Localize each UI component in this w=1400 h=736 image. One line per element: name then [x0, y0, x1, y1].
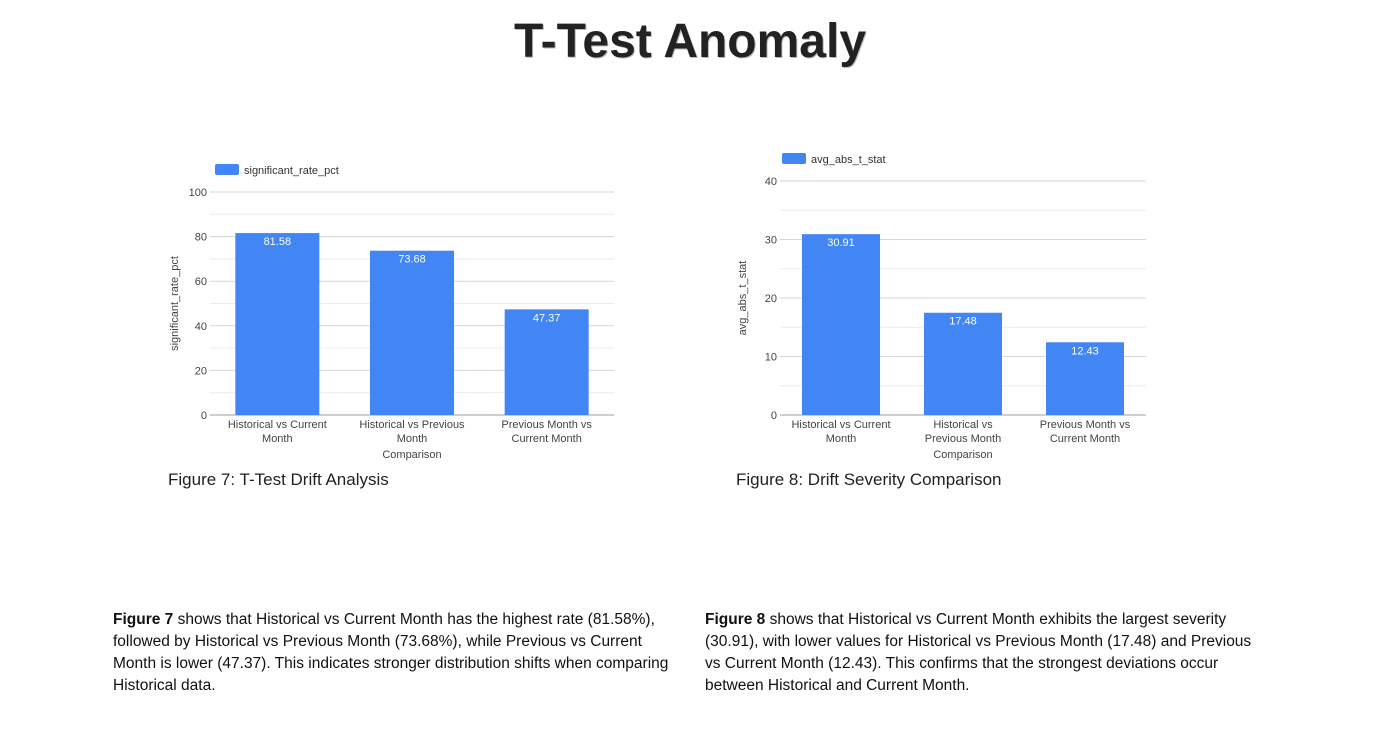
figure-8-ref: Figure 8 — [705, 611, 766, 628]
bar — [924, 312, 1002, 415]
figure-7-description: Figure 7 shows that Historical vs Curren… — [113, 609, 673, 697]
y-tick-label: 40 — [195, 321, 207, 333]
bar — [504, 309, 589, 415]
bar — [370, 250, 454, 415]
figure-7-caption: Figure 7: T-Test Drift Analysis — [168, 470, 389, 489]
legend-label: avg_abs_t_stat — [811, 154, 886, 166]
x-tick-label: Previous Month vs — [1040, 419, 1131, 431]
chart-drift-analysis: 0 20 40 60 80 100 81.58 Historical vs Current Mo… — [169, 164, 614, 461]
page-title: T-Test Anomaly — [513, 15, 867, 68]
y-tick-label: 40 — [765, 176, 777, 188]
bar — [1046, 342, 1124, 415]
y-tick-label: 30 — [765, 235, 777, 247]
x-tick-label: Historical vs Current — [791, 419, 890, 431]
y-tick-label: 20 — [195, 365, 207, 377]
x-tick-label: Month — [397, 433, 428, 445]
x-tick-label: Previous Month — [925, 433, 1001, 445]
bar-data-label: 30.91 — [827, 237, 855, 249]
bar — [235, 233, 320, 415]
y-tick-label: 60 — [195, 276, 207, 288]
x-tick-label: Current Month — [1050, 433, 1120, 445]
y-tick-label: 10 — [765, 352, 777, 364]
y-tick-label: 20 — [765, 293, 777, 305]
bar-data-label: 81.58 — [264, 236, 292, 248]
bar-data-label: 47.37 — [533, 312, 561, 324]
chart-drift-severity: 0 10 20 30 40 30.91 Historical vs Current Month… — [737, 153, 1146, 461]
x-tick-label: Historical vs — [933, 419, 993, 431]
bar-data-label: 12.43 — [1071, 345, 1099, 357]
figure-8-text: shows that Historical vs Current Month e… — [705, 611, 1252, 694]
x-tick-label: Previous Month vs — [501, 419, 592, 431]
figure-7-ref: Figure 7 — [113, 611, 174, 628]
x-axis-title: Comparison — [382, 449, 441, 461]
y-axis-title: significant_rate_pct — [169, 256, 181, 351]
bar — [802, 234, 880, 415]
x-tick-label: Current Month — [512, 433, 582, 445]
x-tick-label: Month — [826, 433, 857, 445]
y-tick-label: 100 — [189, 187, 207, 199]
y-tick-label: 80 — [195, 232, 207, 244]
figure-8-caption: Figure 8: Drift Severity Comparison — [736, 470, 1002, 489]
x-tick-label: Historical vs Previous — [359, 419, 465, 431]
x-tick-label: Historical vs Current — [228, 419, 327, 431]
legend-swatch — [782, 153, 806, 164]
bar-data-label: 17.48 — [949, 316, 977, 328]
bar-data-label: 73.68 — [398, 254, 426, 266]
y-axis-title: avg_abs_t_stat — [737, 261, 749, 336]
x-tick-label: Month — [262, 433, 293, 445]
legend-label: significant_rate_pct — [244, 165, 339, 177]
legend-swatch — [215, 164, 239, 175]
y-tick-label: 0 — [771, 410, 777, 422]
figure-7-text: shows that Historical vs Current Month h… — [113, 611, 669, 694]
x-axis-title: Comparison — [933, 449, 992, 461]
figure-8-description: Figure 8 shows that Historical vs Curren… — [705, 609, 1265, 697]
y-tick-label: 0 — [201, 410, 207, 422]
